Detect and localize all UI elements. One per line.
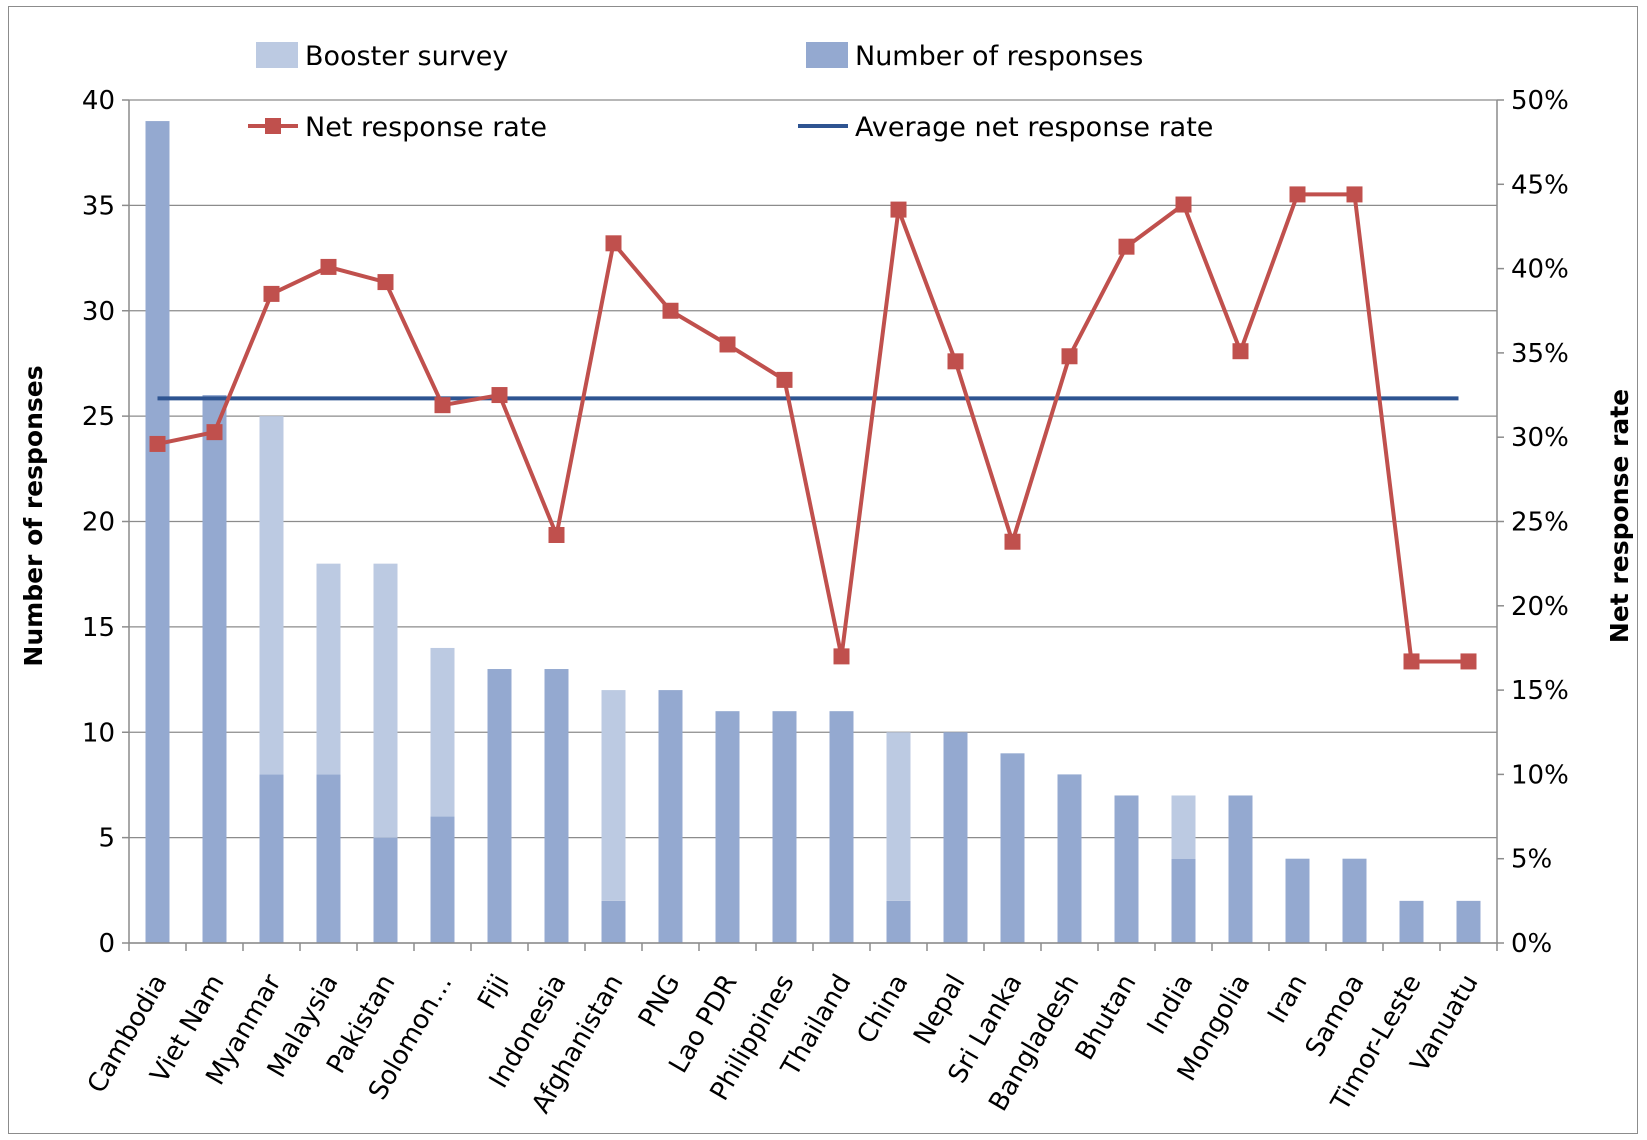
right-tick-label: 30%: [1511, 423, 1569, 453]
net-response-rate-marker: [1346, 186, 1363, 203]
right-axis-title: Net response rate: [1605, 389, 1634, 643]
net-response-rate-marker: [662, 302, 679, 319]
net-response-rate-marker: [320, 258, 337, 275]
net-response-rate-marker: [491, 387, 508, 404]
net-response-rate-marker: [1403, 653, 1420, 670]
bar-number-of-responses: [373, 837, 398, 943]
bar-number-of-responses: [1171, 858, 1196, 943]
left-axis-ticks: 0 5 10 15 20 25 30 35 40: [82, 86, 115, 959]
right-tick-label: 35%: [1511, 339, 1569, 369]
bar-number-of-responses: [259, 774, 284, 943]
net-response-rate-marker: [1232, 343, 1249, 360]
bar-number-of-responses: [1228, 795, 1253, 943]
legend-swatch: [806, 42, 848, 68]
lines: [149, 186, 1477, 670]
bar-number-of-responses: [1399, 900, 1424, 943]
net-response-rate-marker: [206, 424, 223, 441]
category-label: Nepal: [908, 970, 972, 1050]
bar-number-of-responses: [1057, 774, 1082, 943]
bar-number-of-responses: [715, 711, 740, 943]
net-response-rate-marker: [377, 274, 394, 291]
net-response-rate-marker: [605, 235, 622, 252]
bar-booster-survey: [601, 690, 626, 901]
right-tick-label: 5%: [1511, 845, 1552, 875]
right-tick-label: 10%: [1511, 760, 1569, 790]
net-response-rate-marker: [719, 336, 736, 353]
bar-number-of-responses: [1456, 900, 1481, 943]
category-label: Iran: [1262, 970, 1313, 1029]
left-axis-title: Number of responses: [19, 365, 48, 666]
right-axis-ticks: 0% 5% 10% 15% 20% 25% 30% 35% 40% 45% 50%: [1511, 86, 1569, 959]
bar-number-of-responses: [544, 669, 569, 943]
right-tick-label: 25%: [1511, 508, 1569, 538]
bar-booster-survey: [259, 416, 284, 775]
net-response-rate-marker: [263, 285, 280, 302]
legend: Booster survey Number of responses Net res…: [248, 41, 1213, 143]
net-response-rate-marker: [1460, 653, 1477, 670]
left-tick-label: 20: [82, 508, 115, 538]
bar-booster-survey: [430, 647, 455, 817]
net-response-rate-marker: [1289, 186, 1306, 203]
net-response-rate-marker: [434, 397, 451, 414]
bar-number-of-responses: [829, 711, 854, 943]
net-response-rate-marker: [1004, 533, 1021, 550]
bar-number-of-responses: [1114, 795, 1139, 943]
net-response-rate-marker: [1118, 238, 1135, 255]
net-response-rate-marker: [1061, 348, 1078, 365]
left-tick-label: 10: [82, 718, 115, 748]
net-response-rate-marker: [776, 371, 793, 388]
net-response-rate-marker: [890, 201, 907, 218]
left-tick-label: 30: [82, 297, 115, 327]
right-tick-label: 0%: [1511, 929, 1552, 959]
legend-label: Average net response rate: [855, 112, 1213, 143]
right-tick-label: 50%: [1511, 86, 1569, 116]
bar-number-of-responses: [430, 816, 455, 943]
bar-booster-survey: [886, 732, 911, 901]
bar-booster-survey: [1171, 795, 1196, 859]
bar-number-of-responses: [316, 774, 341, 943]
category-label: China: [851, 970, 914, 1049]
net-response-rate-line: [157, 192, 1469, 664]
right-tick-label: 45%: [1511, 170, 1569, 200]
legend-marker: [265, 118, 281, 134]
bar-number-of-responses: [658, 690, 683, 943]
bar-number-of-responses: [886, 900, 911, 943]
bar-number-of-responses: [487, 669, 512, 943]
bars: [145, 121, 1481, 943]
net-response-rate-marker: [833, 648, 850, 665]
right-tick-label: 20%: [1511, 592, 1569, 622]
category-label: India: [1142, 970, 1200, 1040]
left-tick-label: 5: [98, 824, 115, 854]
legend-label: Net response rate: [305, 112, 547, 143]
bar-number-of-responses: [772, 711, 797, 943]
left-tick-label: 15: [82, 613, 115, 643]
legend-swatch: [256, 42, 298, 68]
bar-booster-survey: [316, 563, 341, 775]
left-tick-label: 35: [82, 191, 115, 221]
bar-number-of-responses: [1000, 753, 1025, 943]
axes: [122, 99, 1504, 951]
legend-label: Number of responses: [855, 41, 1143, 72]
legend-label: Booster survey: [305, 41, 508, 72]
right-tick-label: 15%: [1511, 676, 1569, 706]
net-response-rate-marker: [149, 435, 166, 452]
left-tick-label: 40: [82, 86, 115, 116]
bar-number-of-responses: [943, 732, 968, 943]
net-response-rate-marker: [1175, 196, 1192, 213]
category-label: PNG: [633, 970, 687, 1033]
left-tick-label: 0: [98, 929, 115, 959]
net-response-rate-marker: [548, 526, 565, 543]
bar-number-of-responses: [145, 121, 170, 943]
bar-number-of-responses: [601, 900, 626, 943]
bar-number-of-responses: [1285, 858, 1310, 943]
bar-number-of-responses: [202, 395, 227, 943]
left-tick-label: 25: [82, 402, 115, 432]
net-response-rate-marker: [947, 353, 964, 370]
category-label: Fiji: [472, 970, 515, 1015]
right-tick-label: 40%: [1511, 255, 1569, 285]
bar-number-of-responses: [1342, 858, 1367, 943]
bar-booster-survey: [373, 563, 398, 838]
